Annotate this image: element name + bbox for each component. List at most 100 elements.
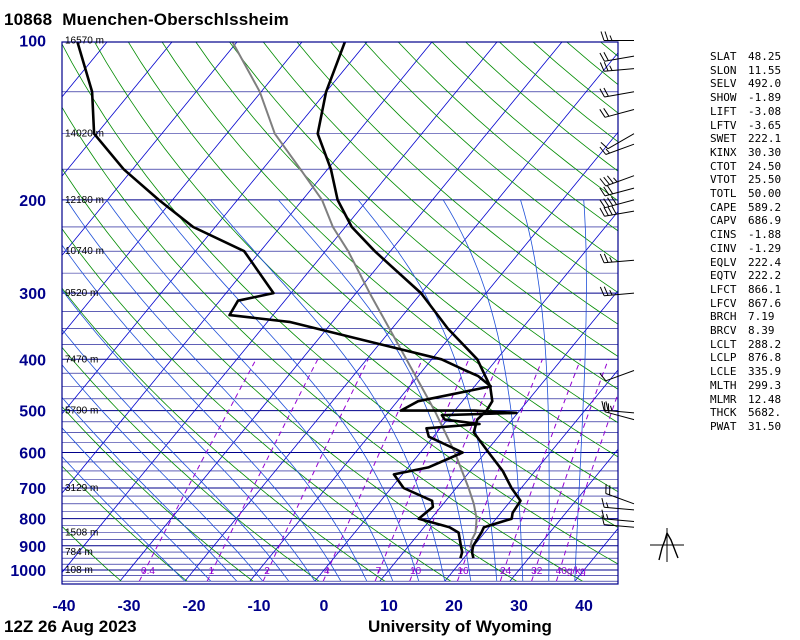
isotherm-line — [62, 42, 433, 494]
pressure-tick-label: 900 — [19, 539, 46, 556]
isotherm-line — [314, 210, 618, 582]
sounding-curves — [76, 42, 522, 559]
index-key: CTOT — [710, 159, 737, 173]
index-key: EQLV — [710, 255, 737, 269]
isotherm-line — [62, 42, 498, 574]
wind-barb — [604, 402, 635, 421]
mixing-ratio-label: 4 — [324, 566, 330, 577]
wind-barb — [599, 205, 635, 217]
height-label: 3129 m — [65, 483, 98, 494]
index-row: THCK 5682. — [710, 406, 786, 420]
height-label: 14020 m — [65, 129, 104, 140]
wind-barb — [599, 185, 635, 197]
moist-adiabat — [62, 455, 186, 582]
index-value: -3.08 — [748, 104, 782, 118]
index-row: CINS -1.88 — [710, 228, 786, 242]
observation-time: 12Z 26 Aug 2023 — [4, 617, 137, 636]
index-row: BRCV 8.39 — [710, 324, 786, 338]
dry-adiabat — [229, 42, 618, 390]
mixing-ratio-line — [138, 359, 257, 582]
index-value: 222.4 — [748, 255, 782, 269]
wind-barb — [601, 515, 635, 528]
index-key: CINS — [710, 228, 737, 242]
moist-adiabat — [62, 244, 342, 582]
pressure-tick-label: 200 — [19, 193, 46, 210]
pressure-tick-label: 800 — [19, 512, 46, 529]
isotherm-line — [62, 42, 238, 256]
wind-barb — [599, 108, 635, 118]
moist-adiabat — [209, 199, 446, 582]
moist-adiabat — [62, 396, 238, 582]
dry-adiabat — [296, 42, 618, 325]
moist-adiabat — [62, 328, 290, 582]
height-label: 9520 m — [65, 288, 98, 299]
index-row: LFTV -3.65 — [710, 119, 786, 133]
index-row: EQLV 222.4 — [710, 256, 786, 270]
index-row: SHOW -1.89 — [710, 91, 786, 105]
index-row: SLAT 48.25 — [710, 50, 786, 64]
mixing-ratio-line — [322, 359, 423, 582]
index-value: 12.48 — [748, 392, 782, 406]
index-row: SWET 222.1 — [710, 132, 786, 146]
temperature-curve — [316, 42, 522, 559]
index-value: 31.50 — [748, 419, 782, 433]
height-label: 7470 m — [65, 354, 98, 365]
dry-adiabat — [62, 525, 122, 582]
index-key: LCLT — [710, 337, 737, 351]
index-row: KINX 30.30 — [710, 146, 786, 160]
index-row: CAPV 686.9 — [710, 214, 786, 228]
wind-barb — [599, 253, 635, 264]
index-value: 299.3 — [748, 378, 782, 392]
moist-adiabat — [62, 427, 212, 582]
index-value: -3.65 — [748, 118, 782, 132]
index-row: SELV 492.0 — [710, 77, 786, 91]
mixing-ratio-labels: 0.4 1 2 4 7 10 16 24 32 40g/kg — [141, 566, 586, 577]
index-row: BRCH 7.19 — [710, 310, 786, 324]
index-value: 222.2 — [748, 269, 782, 283]
index-key: PWAT — [710, 419, 737, 433]
temperature-tick-label: -30 — [117, 598, 140, 615]
index-value: 24.50 — [748, 159, 782, 173]
index-key: CINV — [710, 241, 737, 255]
mixing-ratio-line — [555, 392, 618, 582]
index-value: 335.9 — [748, 365, 782, 379]
index-key: SLON — [710, 63, 737, 77]
mixing-ratio-label: 24 — [500, 566, 512, 577]
index-value: 30.30 — [748, 145, 782, 159]
wind-barb — [599, 61, 635, 72]
temperature-tick-label: -40 — [52, 598, 75, 615]
pressure-tick-label: 600 — [19, 446, 46, 463]
mixing-ratio-label: 2 — [264, 566, 270, 577]
dry-adiabat — [62, 167, 517, 582]
index-row: LCLP 876.8 — [710, 351, 786, 365]
wind-barb — [599, 175, 635, 187]
index-key: THCK — [710, 406, 737, 420]
index-value: 686.9 — [748, 214, 782, 228]
mixing-ratio-label: 1 — [209, 566, 215, 577]
pressure-tick-label: 100 — [19, 34, 46, 51]
index-row: LFCV 867.6 — [710, 297, 786, 311]
index-key: LCLE — [710, 365, 737, 379]
index-value: 7.19 — [748, 310, 775, 324]
index-key: KINX — [710, 145, 737, 159]
index-value: 50.00 — [748, 187, 782, 201]
isotherm-line — [0, 41, 43, 582]
mixing-ratio-line — [262, 359, 369, 582]
index-row: SLON 11.55 — [710, 64, 786, 78]
index-value: -1.88 — [748, 228, 782, 242]
index-row: CINV -1.29 — [710, 242, 786, 256]
dry-adiabat — [62, 106, 583, 582]
moist-adiabat — [520, 199, 550, 582]
height-label: 10740 m — [65, 246, 104, 257]
dry-adiabat — [161, 42, 618, 458]
wind-barb — [599, 87, 635, 98]
dry-adiabat — [62, 228, 452, 582]
dry-adiabat — [262, 42, 618, 357]
wind-barb — [599, 196, 635, 209]
moist-adiabat — [62, 289, 316, 582]
isotherm-line — [62, 42, 303, 336]
index-value: 222.1 — [748, 132, 782, 146]
data-source: University of Wyoming — [368, 617, 552, 636]
dry-adiabat — [62, 465, 188, 582]
